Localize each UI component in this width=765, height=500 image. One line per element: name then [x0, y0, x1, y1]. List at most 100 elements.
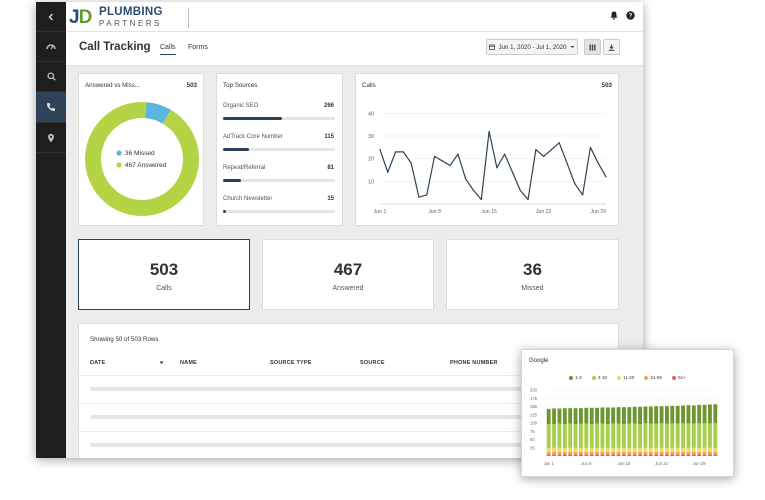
bar-segment-4-10[interactable]	[670, 423, 675, 448]
bar-segment-51+[interactable]	[632, 454, 637, 456]
bar-segment-4-10[interactable]	[665, 423, 669, 448]
bar-segment-51+[interactable]	[691, 454, 696, 456]
legend-item[interactable]: 1-3	[569, 375, 582, 380]
bar-segment-21-50[interactable]	[713, 451, 718, 455]
bar-segment-11-20[interactable]	[568, 447, 573, 452]
bar-segment-51+[interactable]	[616, 454, 621, 456]
bar-segment-21-50[interactable]	[589, 451, 594, 455]
calls-data-point[interactable]	[379, 149, 381, 151]
bar-segment-21-50[interactable]	[584, 451, 589, 455]
bar-segment-51+[interactable]	[568, 454, 573, 456]
bar-segment-21-50[interactable]	[605, 451, 610, 455]
bar-segment-11-20[interactable]	[632, 447, 637, 452]
calls-data-point[interactable]	[457, 153, 459, 155]
bar-segment-4-10[interactable]	[632, 423, 637, 448]
bar-segment-1-3[interactable]	[632, 406, 637, 424]
bar-segment-51+[interactable]	[600, 454, 605, 456]
legend-item[interactable]: 51+	[672, 375, 686, 380]
bar-segment-11-20[interactable]	[573, 447, 578, 452]
bar-segment-21-50[interactable]	[622, 451, 626, 455]
bar-segment-11-20[interactable]	[546, 447, 551, 452]
bar-segment-1-3[interactable]	[611, 407, 616, 424]
bar-segment-11-20[interactable]	[595, 447, 599, 452]
kpi-calls-card[interactable]: 503 Calls	[78, 239, 250, 310]
bar-segment-11-20[interactable]	[611, 447, 616, 452]
calls-data-point[interactable]	[519, 189, 521, 191]
bar-segment-1-3[interactable]	[573, 408, 578, 424]
bar-segment-11-20[interactable]	[600, 447, 605, 452]
bar-segment-51+[interactable]	[708, 454, 712, 456]
bar-segment-11-20[interactable]	[638, 447, 642, 452]
bar-segment-51+[interactable]	[681, 454, 685, 456]
bar-segment-1-3[interactable]	[600, 407, 605, 424]
bar-segment-1-3[interactable]	[654, 406, 659, 424]
bar-segment-11-20[interactable]	[708, 447, 712, 452]
column-header-name[interactable]: NAME	[180, 360, 197, 366]
bar-segment-11-20[interactable]	[681, 447, 685, 452]
bar-segment-51+[interactable]	[648, 454, 653, 456]
column-header-phone-number[interactable]: PHONE NUMBER	[450, 360, 498, 366]
calls-data-point[interactable]	[465, 178, 467, 180]
bar-segment-4-10[interactable]	[654, 423, 659, 448]
bar-segment-1-3[interactable]	[681, 405, 685, 424]
bar-segment-51+[interactable]	[589, 454, 594, 456]
bar-segment-51+[interactable]	[670, 454, 675, 456]
bar-segment-21-50[interactable]	[546, 451, 551, 455]
legend-item[interactable]: 4-10	[591, 375, 607, 380]
brand-logo-mark[interactable]: JD	[69, 7, 92, 28]
bar-segment-4-10[interactable]	[659, 423, 664, 448]
bar-segment-11-20[interactable]	[616, 447, 621, 452]
bar-segment-11-20[interactable]	[691, 447, 696, 452]
sidebar-item-search[interactable]	[36, 62, 66, 92]
bar-segment-11-20[interactable]	[648, 447, 653, 452]
bar-segment-11-20[interactable]	[605, 447, 610, 452]
calls-data-point[interactable]	[582, 194, 584, 196]
calls-data-point[interactable]	[433, 155, 436, 157]
bar-segment-11-20[interactable]	[584, 447, 589, 452]
bar-segment-51+[interactable]	[713, 454, 718, 456]
donut-slice-answered[interactable]	[85, 102, 199, 216]
bar-segment-4-10[interactable]	[589, 423, 594, 448]
bar-segment-21-50[interactable]	[611, 451, 616, 455]
bar-segment-4-10[interactable]	[638, 423, 642, 448]
bar-segment-51+[interactable]	[579, 454, 583, 456]
bar-segment-1-3[interactable]	[557, 408, 562, 424]
bar-segment-1-3[interactable]	[675, 405, 680, 424]
date-range-picker[interactable]: Jun 1, 2020 - Jul 1, 2020	[486, 39, 578, 55]
bar-segment-21-50[interactable]	[595, 451, 599, 455]
calls-data-point[interactable]	[589, 146, 592, 148]
sort-down-icon[interactable]	[159, 361, 164, 365]
bar-segment-4-10[interactable]	[675, 423, 680, 448]
calls-data-point[interactable]	[574, 183, 576, 185]
bar-segment-1-3[interactable]	[713, 404, 718, 423]
bar-segment-21-50[interactable]	[616, 451, 621, 455]
bar-segment-21-50[interactable]	[702, 451, 707, 455]
bar-segment-11-20[interactable]	[659, 447, 664, 452]
bar-segment-51+[interactable]	[573, 454, 578, 456]
bar-segment-11-20[interactable]	[622, 447, 626, 452]
bar-segment-4-10[interactable]	[584, 423, 589, 448]
calls-data-point[interactable]	[527, 198, 529, 201]
bar-segment-1-3[interactable]	[686, 405, 691, 424]
bar-segment-1-3[interactable]	[584, 407, 589, 424]
bar-segment-4-10[interactable]	[627, 423, 632, 448]
calls-data-point[interactable]	[558, 142, 560, 144]
bar-segment-4-10[interactable]	[568, 423, 573, 448]
bar-segment-21-50[interactable]	[627, 451, 632, 455]
sidebar-item-calls[interactable]	[36, 92, 66, 123]
bar-segment-51+[interactable]	[552, 454, 556, 456]
calls-data-point[interactable]	[566, 162, 568, 164]
bar-segment-4-10[interactable]	[595, 423, 599, 448]
bar-segment-51+[interactable]	[638, 454, 642, 456]
bar-segment-1-3[interactable]	[595, 407, 599, 424]
bar-segment-21-50[interactable]	[579, 451, 583, 455]
bar-segment-4-10[interactable]	[686, 423, 691, 448]
bar-segment-1-3[interactable]	[616, 407, 621, 424]
columns-button[interactable]	[584, 39, 601, 55]
calls-data-point[interactable]	[550, 149, 553, 151]
download-button[interactable]	[603, 39, 620, 55]
column-header-date[interactable]: DATE	[90, 360, 106, 366]
legend-item[interactable]: 21-50	[644, 375, 662, 380]
bar-segment-1-3[interactable]	[697, 404, 702, 424]
calls-data-point[interactable]	[418, 196, 420, 198]
